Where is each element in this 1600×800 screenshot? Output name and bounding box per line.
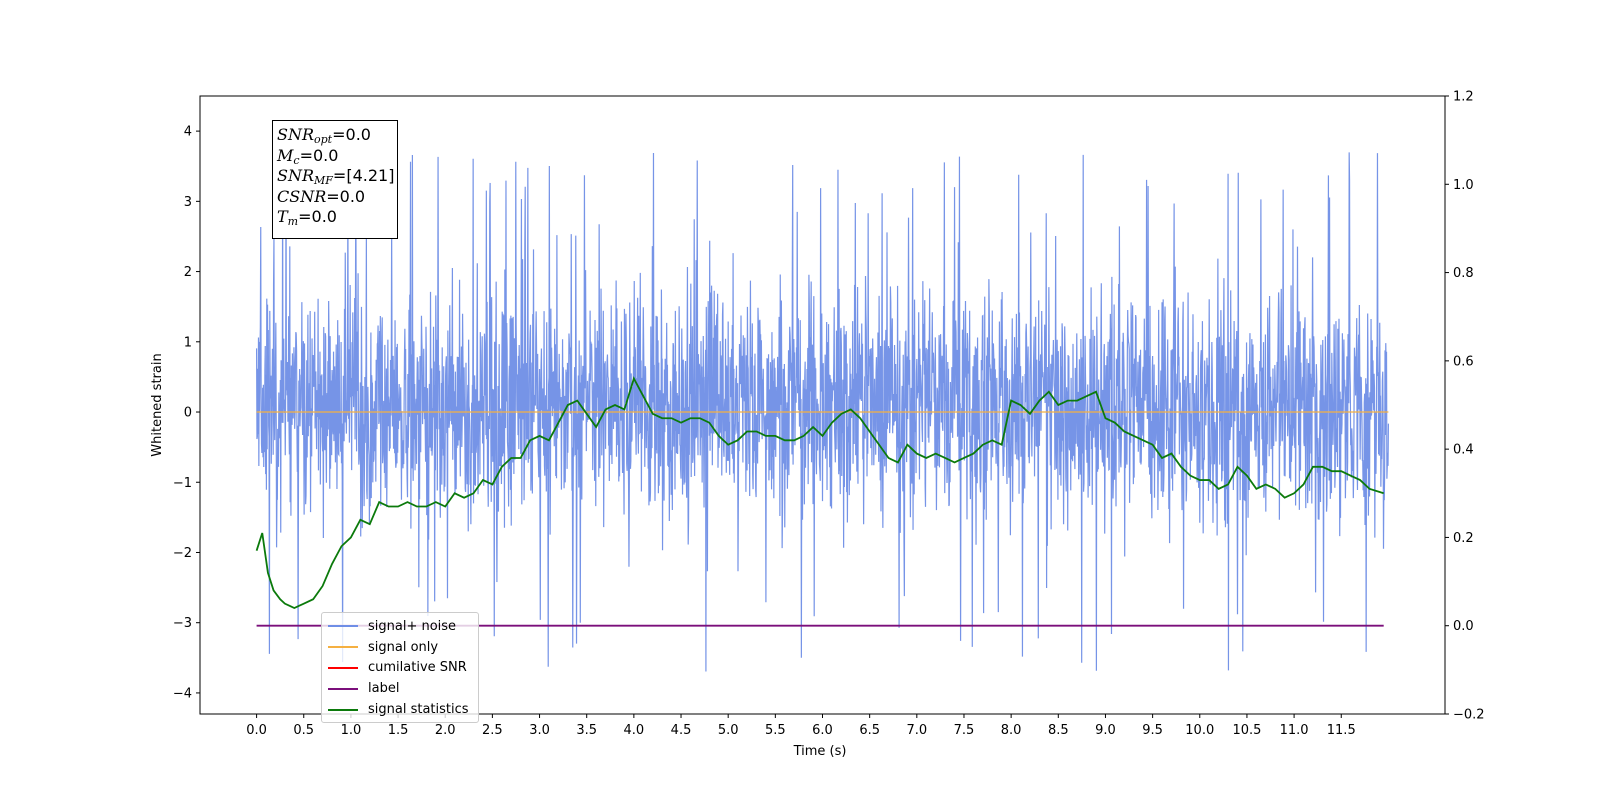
y2-tick-label: 0.0 <box>1453 619 1474 634</box>
legend-item: signal+ noise <box>328 616 478 637</box>
x-tick-label: 6.5 <box>859 723 880 738</box>
x-axis: 0.0 0.5 1.0 1.5 2.0 2.5 3.0 3.5 4.0 4.5 5.0 5.5 6.0 6… <box>246 714 1356 738</box>
x-tick-label: 7.0 <box>906 723 927 738</box>
x-tick-label: 3.0 <box>529 723 550 738</box>
legend-item: signal only <box>328 637 478 658</box>
signal-noise-series <box>255 152 1390 672</box>
y-tick-label: 1 <box>184 335 192 350</box>
legend-swatch <box>328 687 358 690</box>
y-axis-label: Whitened strain <box>150 353 165 456</box>
legend-swatch <box>328 708 358 711</box>
y2-tick-label: 0.2 <box>1453 531 1474 546</box>
x-tick-label: 11.5 <box>1327 723 1356 738</box>
x-tick-label: 0.0 <box>246 723 267 738</box>
legend-swatch <box>328 625 358 628</box>
legend-swatch <box>328 646 358 649</box>
stat-csnr-value: =0.0 <box>326 186 366 206</box>
y-tick-label: −4 <box>173 686 192 701</box>
y2-tick-label: 0.4 <box>1453 443 1474 458</box>
x-tick-label: 2.5 <box>482 723 503 738</box>
x-tick-label: 9.0 <box>1095 723 1116 738</box>
series-signal-noise <box>255 152 1390 672</box>
legend-item: cumilative SNR <box>328 658 478 679</box>
legend-label: signal only <box>368 639 439 655</box>
x-tick-label: 3.5 <box>576 723 597 738</box>
stat-snr-mf: SNRMF=[4.21] <box>277 166 395 187</box>
stats-annotation-box: SNRopt=0.0 Mc=0.0 SNRMF=[4.21] CSNR=0.0 … <box>272 120 398 239</box>
legend-label: cumilative SNR <box>368 660 467 676</box>
y-tick-label: −1 <box>173 476 192 491</box>
x-tick-label: 4.0 <box>624 723 645 738</box>
legend-label: signal+ noise <box>368 618 457 634</box>
y2-tick-label: 1.2 <box>1453 90 1474 105</box>
x-tick-label: 11.0 <box>1280 723 1309 738</box>
stat-snr-opt: SNRopt=0.0 <box>277 125 371 146</box>
y-axis-left: −4 −3 −2 −1 0 1 2 3 4 <box>173 125 200 701</box>
series-signal-statistics <box>255 376 1384 610</box>
stat-mc: Mc=0.0 <box>277 145 339 167</box>
stat-snr-opt-value: =0.0 <box>332 125 371 144</box>
legend-label: signal statistics <box>368 702 469 718</box>
x-tick-label: 4.5 <box>671 723 692 738</box>
x-tick-label: 10.0 <box>1185 723 1214 738</box>
y2-tick-label: 1.0 <box>1453 178 1474 193</box>
x-tick-label: 8.5 <box>1048 723 1069 738</box>
x-tick-label: 0.5 <box>293 723 314 738</box>
y-tick-label: −2 <box>173 546 192 561</box>
y-tick-label: 3 <box>184 195 192 210</box>
x-tick-label: 5.5 <box>765 723 786 738</box>
x-tick-label: 8.0 <box>1001 723 1022 738</box>
x-tick-label: 10.5 <box>1232 723 1261 738</box>
stat-mc-value: =0.0 <box>299 145 339 165</box>
x-tick-label: 2.0 <box>435 723 456 738</box>
y-tick-label: 4 <box>184 125 192 140</box>
x-tick-label: 1.5 <box>388 723 409 738</box>
legend-item: label <box>328 678 478 699</box>
legend-item: signal statistics <box>328 699 478 720</box>
stat-csnr: CSNR=0.0 <box>277 186 366 206</box>
x-axis-label: Time (s) <box>793 744 847 759</box>
x-tick-label: 6.0 <box>812 723 833 738</box>
stat-tm: Tm=0.0 <box>277 207 337 228</box>
y-axis-right: −0.2 0.0 0.2 0.4 0.6 0.8 1.0 1.2 <box>1445 90 1485 723</box>
y2-tick-label: 0.6 <box>1453 354 1474 369</box>
x-tick-label: 5.0 <box>718 723 739 738</box>
y-tick-label: 0 <box>184 406 192 421</box>
y-tick-label: 2 <box>184 265 192 280</box>
legend: signal+ noise signal only cumilative SNR… <box>321 612 479 723</box>
stat-snr-mf-value: =[4.21] <box>332 166 395 185</box>
y2-tick-label: −0.2 <box>1453 708 1485 723</box>
x-tick-label: 7.5 <box>954 723 975 738</box>
y2-tick-label: 0.8 <box>1453 266 1474 281</box>
stat-tm-value: =0.0 <box>298 207 337 226</box>
y-tick-label: −3 <box>173 616 192 631</box>
legend-swatch <box>328 666 358 669</box>
legend-label: label <box>368 681 400 697</box>
x-tick-label: 1.0 <box>341 723 362 738</box>
x-tick-label: 9.5 <box>1142 723 1163 738</box>
